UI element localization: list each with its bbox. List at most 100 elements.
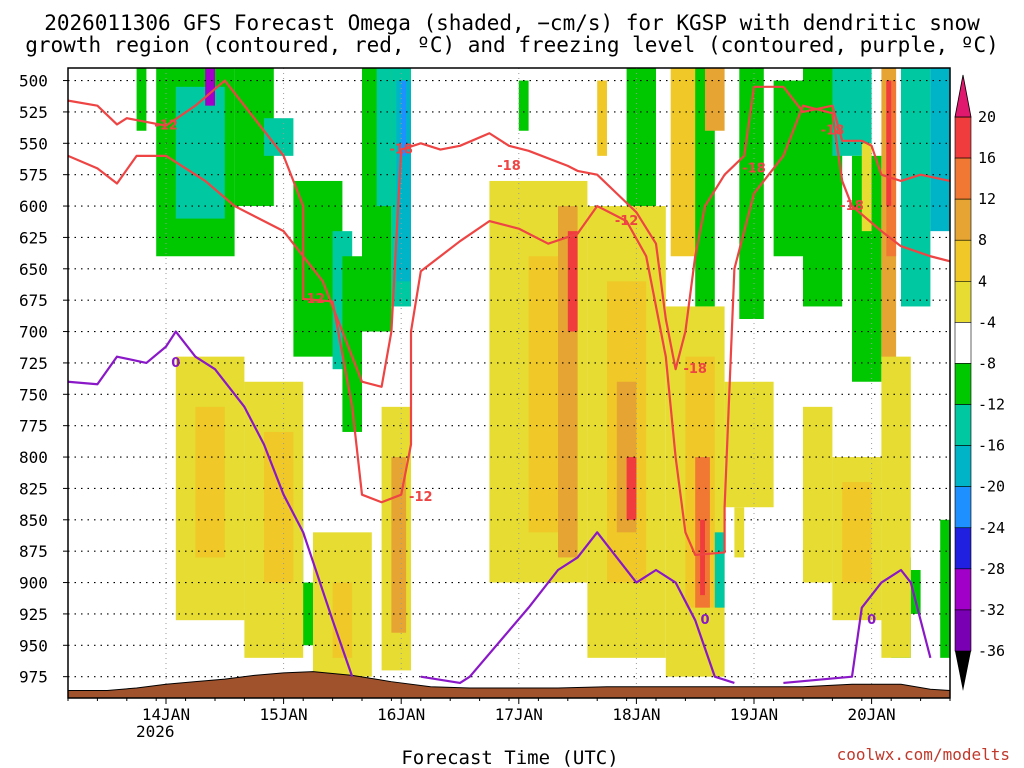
- y-axis: 500 525 550 575 600 625 650 675 700 725 750 775 800 8…: [19, 72, 68, 687]
- colorbar-swatch-13: [954, 116, 972, 159]
- y-tick-label-900: 900: [19, 574, 48, 593]
- y-tick-label-675: 675: [19, 291, 48, 310]
- y-tick-label-850: 850: [19, 511, 48, 530]
- omega-cell-21: [705, 68, 725, 131]
- omega-cell-0: [136, 68, 147, 131]
- x-tick-label-1: 15JAN: [260, 705, 308, 724]
- y-tick-label-825: 825: [19, 479, 48, 498]
- omega-cell-62: [734, 507, 745, 558]
- y-tick-label-725: 725: [19, 354, 48, 373]
- omega-cell-47: [567, 231, 578, 332]
- colorbar-tick-label-1: 16: [978, 149, 996, 167]
- colorbar-tick-label-4: 4: [978, 272, 987, 290]
- colorbar-tick-label-13: -36: [978, 642, 1005, 660]
- dgz-contour-1: [68, 85, 950, 388]
- y-tick-label-700: 700: [19, 323, 48, 342]
- colorbar-swatch-5: [954, 445, 972, 487]
- colorbar-tick-label-2: 12: [978, 190, 996, 208]
- dgz-contour-0: [68, 79, 950, 557]
- colorbar-swatch-2: [954, 568, 972, 611]
- chart-title-line-1: 2026011306 GFS Forecast Omega (shaded, −…: [44, 11, 980, 35]
- omega-cell-55: [700, 519, 705, 596]
- colorbar-tick-label-6: -8: [978, 354, 996, 372]
- freezing-contour-label-0-0: 0: [171, 356, 180, 371]
- contour-layer: -12 -12 -12 -12 -18 -18 -18 -18 -18 -18 0 0 0: [68, 79, 950, 685]
- omega-cell-8: [342, 256, 362, 432]
- y-tick-label-750: 750: [19, 385, 48, 404]
- x-tick-label-0: 14JAN: [142, 705, 190, 724]
- dgz-contour-label-0-2: -12: [409, 490, 433, 505]
- dgz-contour-label-1-2: -18: [683, 362, 707, 377]
- colorbar-tick-label-5: -4: [978, 313, 996, 331]
- y-tick-label-575: 575: [19, 166, 48, 185]
- omega-cell-18: [626, 68, 656, 207]
- dgz-contour-label-0-1: -12: [301, 292, 325, 307]
- colorbar-tick-label-9: -20: [978, 478, 1005, 496]
- omega-cell-35: [940, 519, 950, 658]
- colorbar-tick-label-3: 8: [978, 231, 987, 249]
- x-tick-label-4: 18JAN: [612, 705, 660, 724]
- colorbar-tick-label-12: -32: [978, 601, 1005, 619]
- colorbar-swatch-3: [954, 527, 972, 570]
- omega-cell-31: [901, 68, 931, 307]
- x-tick-label-2: 16JAN: [377, 705, 425, 724]
- y-tick-label-925: 925: [19, 605, 48, 624]
- omega-cell-61: [714, 532, 725, 608]
- omega-cell-41: [332, 582, 353, 658]
- colorbar-swatch-7: [954, 363, 972, 405]
- colorbar-swatch-10: [954, 239, 972, 282]
- y-tick-label-625: 625: [19, 228, 48, 247]
- x-axis-label: Forecast Time (UTC): [401, 747, 618, 768]
- colorbar-tick-label-0: 20: [978, 108, 996, 126]
- freezing-contour-label-2-0: 0: [867, 613, 876, 628]
- y-tick-label-975: 975: [19, 668, 48, 687]
- x-axis: 14JAN 15JAN 16JAN 17JAN 18JAN 19JAN 20JAN: [67, 698, 951, 724]
- dgz-contour-label-1-1: -18: [497, 159, 521, 174]
- colorbar-tick-label-11: -28: [978, 560, 1005, 578]
- omega-cell-27: [861, 143, 872, 232]
- colorbar-tick-label-8: -16: [978, 437, 1005, 455]
- omega-cell-2: [175, 86, 225, 219]
- y-tick-label-875: 875: [19, 542, 48, 561]
- x-year-label: 2026: [136, 722, 175, 741]
- colorbar-over-arrow: [954, 74, 972, 118]
- colorbar-swatch-4: [954, 486, 972, 529]
- y-tick-label-800: 800: [19, 448, 48, 467]
- omega-cell-10: [376, 68, 392, 207]
- terrain-surface: [68, 671, 950, 698]
- omega-cell-57: [803, 406, 833, 583]
- colorbar-swatch-6: [954, 404, 972, 446]
- omega-cell-3: [205, 68, 215, 106]
- y-tick-label-600: 600: [19, 197, 48, 216]
- omega-cell-34: [910, 569, 921, 614]
- x-tick-label-5: 19JAN: [730, 705, 778, 724]
- plot-area: -12 -12 -12 -12 -18 -18 -18 -18 -18 -18 0 0 0: [67, 67, 951, 699]
- omega-cell-30: [886, 80, 892, 207]
- omega-cell-16: [518, 80, 529, 131]
- omega-cell-56: [724, 381, 774, 508]
- colorbar: 20 16 12 8 4 -4 -8 -12 -16 -20 -24 -28 -32 -36: [954, 74, 1005, 691]
- dgz-contour-label-1-3: -18: [742, 161, 766, 176]
- omega-cell-17: [597, 80, 607, 156]
- dgz-contour-label-0-0: -12: [154, 119, 178, 134]
- colorbar-swatch-11: [954, 198, 972, 241]
- y-tick-label-650: 650: [19, 260, 48, 279]
- omega-cell-23: [773, 80, 803, 257]
- freezing-contour-0: [68, 330, 354, 678]
- y-tick-label-550: 550: [19, 134, 48, 153]
- dgz-contour-label-1-5: -18: [840, 199, 864, 214]
- dgz-contour-label-1-0: -18: [389, 143, 413, 158]
- omega-cell-13: [401, 80, 407, 156]
- freezing-contour-label-0-1: 0: [700, 613, 709, 628]
- dgz-contour-label-0-3: -12: [615, 214, 639, 229]
- colorbar-tick-label-7: -12: [978, 396, 1005, 414]
- y-tick-label-500: 500: [19, 72, 48, 91]
- y-tick-label-775: 775: [19, 417, 48, 436]
- y-tick-label-525: 525: [19, 103, 48, 122]
- omega-cell-37: [195, 406, 225, 558]
- colorbar-swatch-1: [954, 609, 972, 652]
- colorbar-under-arrow: [955, 651, 971, 691]
- omega-cell-60: [881, 356, 911, 658]
- x-tick-label-3: 17JAN: [495, 705, 543, 724]
